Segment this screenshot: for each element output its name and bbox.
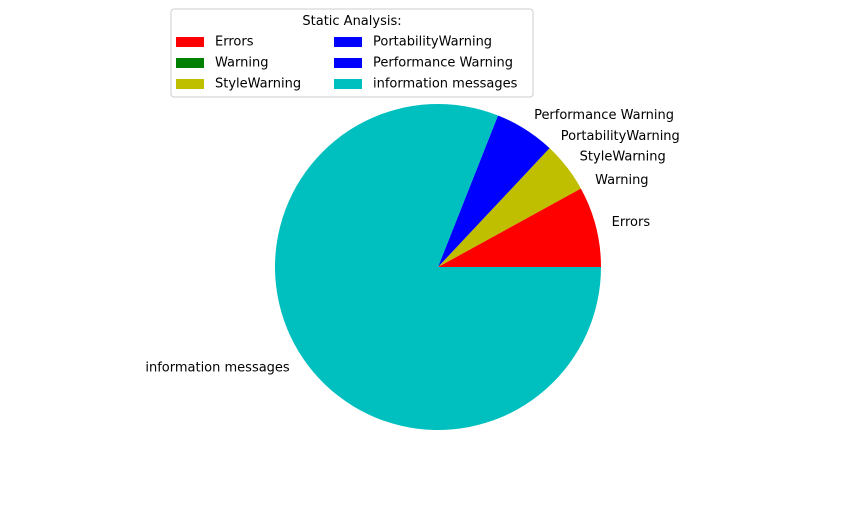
pie-label-warning: Warning: [595, 173, 648, 188]
legend-label-errors: Errors: [215, 35, 254, 50]
pie-label-information-messages: information messages: [145, 360, 290, 375]
pie-labels: Errors Warning StyleWarning PortabilityWarn…: [145, 108, 679, 375]
pie-label-portabilitywarning: PortabilityWarning: [561, 129, 680, 144]
pie-slice-stylewarning: [438, 148, 581, 267]
legend: Static Analysis: Errors Warning StyleWarni…: [170, 8, 534, 98]
pie-label-errors: Errors: [612, 215, 651, 230]
legend-swatch-information-messages: [334, 79, 362, 89]
legend-swatch-errors: [176, 37, 204, 47]
legend-label-warning: Warning: [215, 56, 268, 71]
legend-swatch-stylewarning: [176, 79, 204, 89]
pie-slice-performance-warning: [438, 115, 550, 267]
legend-label-portabilitywarning: PortabilityWarning: [373, 35, 492, 50]
legend-label-information-messages: information messages: [373, 77, 518, 92]
pie-label-stylewarning: StyleWarning: [580, 150, 666, 165]
pie-slice-errors: [438, 188, 601, 267]
pie-label-performance-warning: Performance Warning: [534, 108, 674, 123]
legend-title: Static Analysis:: [302, 14, 401, 29]
legend-label-performance-warning: Performance Warning: [373, 56, 513, 71]
legend-swatch-warning: [176, 58, 204, 68]
legend-label-stylewarning: StyleWarning: [215, 77, 301, 92]
pie-slices: [274, 103, 601, 430]
pie-slice-information-messages: [274, 103, 601, 430]
legend-swatch-portabilitywarning: [334, 37, 362, 47]
legend-swatch-performance-warning: [334, 58, 362, 68]
